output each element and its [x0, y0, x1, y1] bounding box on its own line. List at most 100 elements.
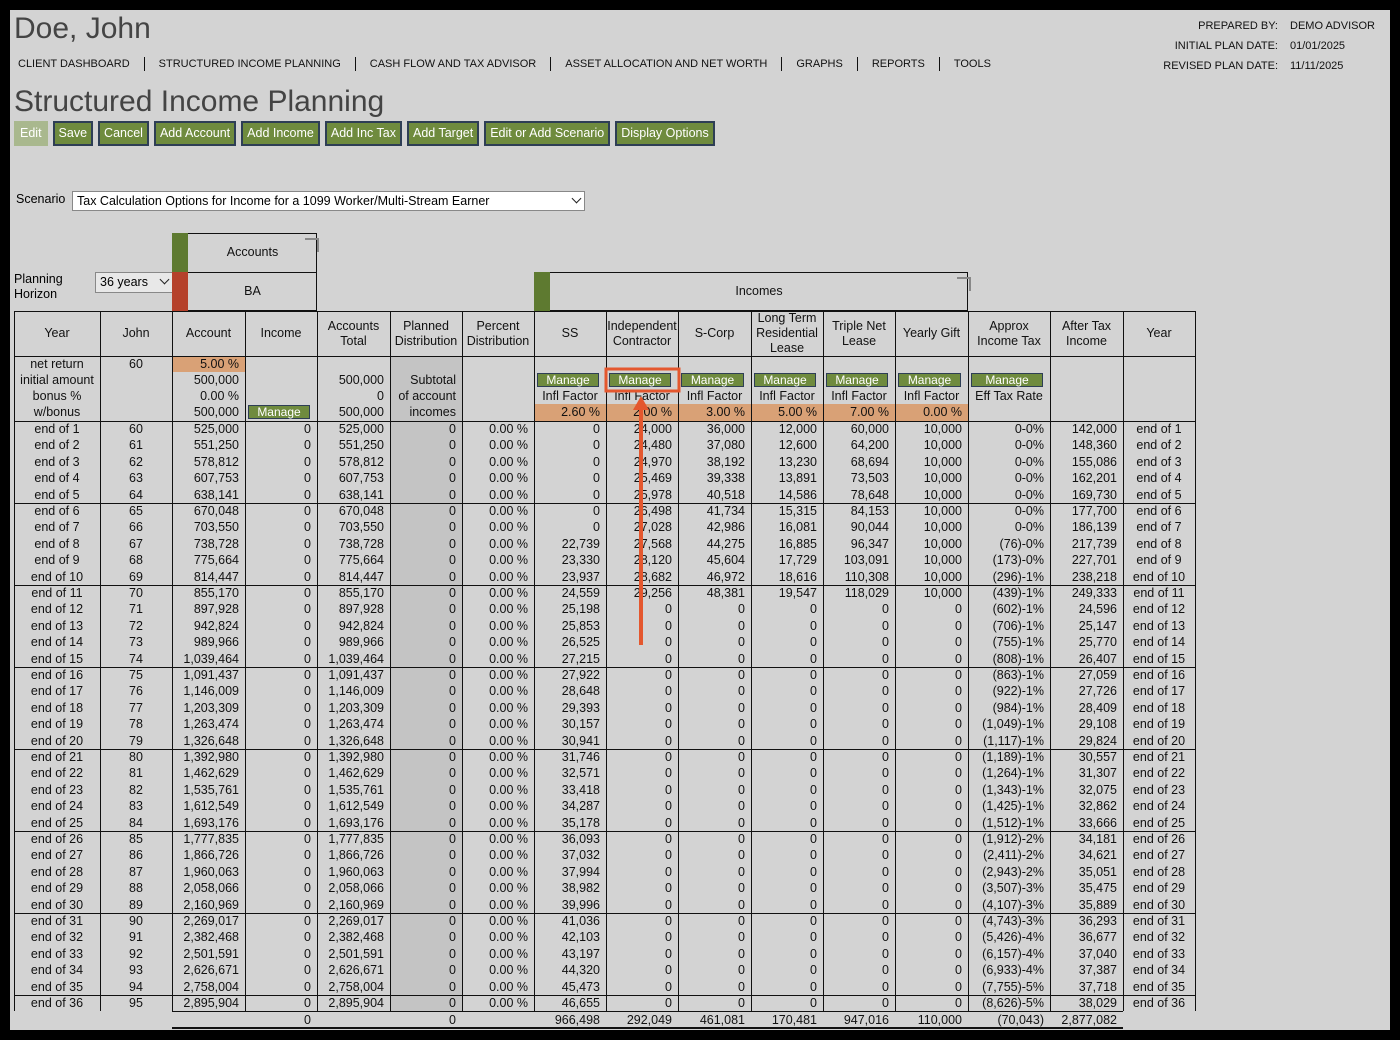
table-cell: 0: [304, 963, 311, 978]
table-cell: 13,230: [778, 454, 817, 469]
table-cell: 27,568: [633, 536, 672, 551]
table-cell: 0.00 %: [489, 848, 528, 863]
manage-button[interactable]: Manage: [971, 373, 1043, 387]
table-cell: 0.00 %: [489, 815, 528, 830]
divider: [188, 272, 317, 273]
table-cell: 76: [129, 684, 143, 699]
nav-item[interactable]: REPORTS: [856, 57, 939, 71]
table-cell: 0: [810, 897, 817, 912]
table-cell: 60,000: [850, 422, 889, 436]
table-cell: 25,198: [561, 602, 600, 617]
manage-button[interactable]: Manage: [754, 373, 816, 387]
toolbar-button[interactable]: Add Income: [241, 121, 320, 146]
toolbar-button[interactable]: Save: [52, 121, 94, 146]
table-cell: end of 15: [30, 651, 84, 666]
table-cell: 0.00 %: [489, 618, 528, 633]
manage-button[interactable]: Manage: [609, 373, 671, 387]
table-cell: 19,547: [778, 586, 817, 600]
table-cell: 1,263,474: [183, 717, 239, 732]
table-cell: 0: [304, 881, 311, 896]
table-cell: 670,048: [338, 504, 384, 518]
manage-button[interactable]: Manage: [898, 373, 961, 387]
table-cell: 44,320: [561, 963, 600, 978]
table-cell: 84,153: [850, 504, 889, 518]
info-label: INITIAL PLAN DATE:: [1174, 40, 1278, 52]
table-cell: 38,192: [706, 454, 745, 469]
client-name: Doe, John: [14, 12, 151, 45]
table-cell: 0: [738, 766, 745, 781]
table-cell: 0.00 %: [489, 766, 528, 781]
row-rule: [14, 585, 1195, 586]
table-cell: end of 7: [34, 520, 80, 535]
table-cell: 0: [665, 848, 672, 863]
table-cell: 0: [449, 782, 456, 797]
table-cell: 0.00 %: [489, 700, 528, 715]
table-cell: (173)-0%: [992, 553, 1044, 568]
table-cell: (2,411)-2%: [983, 848, 1044, 863]
nav-item[interactable]: TOOLS: [938, 57, 1005, 71]
collapse-icon[interactable]: [957, 277, 971, 291]
table-cell: 0: [449, 635, 456, 650]
table-cell: 25,469: [633, 471, 672, 486]
table-cell: 40,518: [706, 487, 745, 502]
toolbar-button[interactable]: Edit or Add Scenario: [484, 121, 611, 146]
planning-horizon-label: Planning Horizon: [14, 272, 63, 301]
table-cell: 24,480: [633, 438, 672, 453]
table-cell: 0.00 %: [489, 586, 528, 600]
toolbar-button[interactable]: Add Inc Tax: [324, 121, 402, 146]
table-cell: end of 1: [1136, 422, 1182, 436]
nav-item[interactable]: CASH FLOW AND TAX ADVISOR: [354, 57, 550, 71]
table-cell: 551,250: [338, 438, 384, 453]
manage-button[interactable]: Manage: [681, 373, 744, 387]
column-rule: [100, 311, 101, 1012]
toolbar-button[interactable]: Add Target: [406, 121, 480, 146]
setup-cell: 2.60 %: [561, 405, 600, 419]
total-cell: 0: [449, 1013, 456, 1028]
table-cell: (1,117)-1%: [983, 733, 1044, 748]
toolbar-button[interactable]: Add Account: [153, 121, 237, 146]
table-cell: 0.00 %: [489, 979, 528, 994]
table-cell: (6,157)-4%: [982, 946, 1044, 961]
toolbar-button[interactable]: Display Options: [615, 121, 715, 146]
table-cell: 90,044: [850, 520, 889, 535]
table-cell: end of 3: [1136, 454, 1182, 469]
table-cell: 61: [129, 438, 143, 453]
scenario-select[interactable]: Tax Calculation Options for Income for a…: [72, 191, 585, 211]
column-rule: [317, 311, 318, 1012]
manage-button[interactable]: Manage: [826, 373, 888, 387]
table-cell: 0: [304, 569, 311, 584]
table-cell: 2,758,004: [183, 979, 239, 994]
nav-item[interactable]: GRAPHS: [781, 57, 856, 71]
nav-item[interactable]: CLIENT DASHBOARD: [18, 58, 130, 70]
table-cell: 0: [810, 766, 817, 781]
planning-horizon-select[interactable]: 36 years: [95, 272, 173, 293]
setup-cell: Infl Factor: [614, 389, 670, 403]
column-rule: [606, 311, 607, 1012]
table-cell: 1,777,835: [328, 832, 384, 846]
table-cell: 1,960,063: [183, 864, 239, 879]
table-cell: 0: [738, 864, 745, 879]
table-cell: 0-0%: [1014, 487, 1044, 502]
setup-cell: Infl Factor: [903, 389, 960, 403]
nav-item[interactable]: ASSET ALLOCATION AND NET WORTH: [550, 57, 781, 71]
manage-button[interactable]: Manage: [537, 373, 599, 387]
row-rule: [14, 311, 1195, 312]
toolbar-button[interactable]: Edit: [14, 121, 48, 146]
table-cell: end of 32: [1132, 930, 1186, 945]
table-cell: 0.00 %: [489, 799, 528, 814]
nav-item[interactable]: STRUCTURED INCOME PLANNING: [143, 57, 355, 71]
table-cell: 2,269,017: [183, 914, 239, 928]
toolbar-button[interactable]: Cancel: [98, 121, 149, 146]
collapse-icon[interactable]: [305, 238, 319, 252]
table-cell: 1,693,176: [183, 815, 239, 830]
toolbar: Edit Save Cancel Add Account Add Income Add I…: [14, 121, 715, 146]
table-cell: 10,000: [923, 553, 962, 568]
table-cell: 0: [304, 553, 311, 568]
table-cell: 0: [738, 635, 745, 650]
table-cell: 1,535,761: [328, 782, 384, 797]
info-row: INITIAL PLAN DATE: 01/01/2025: [1128, 40, 1380, 60]
table-cell: 15,315: [778, 504, 817, 518]
table-cell: 0: [955, 602, 962, 617]
manage-button[interactable]: Manage: [248, 405, 310, 419]
table-cell: 0: [810, 864, 817, 879]
